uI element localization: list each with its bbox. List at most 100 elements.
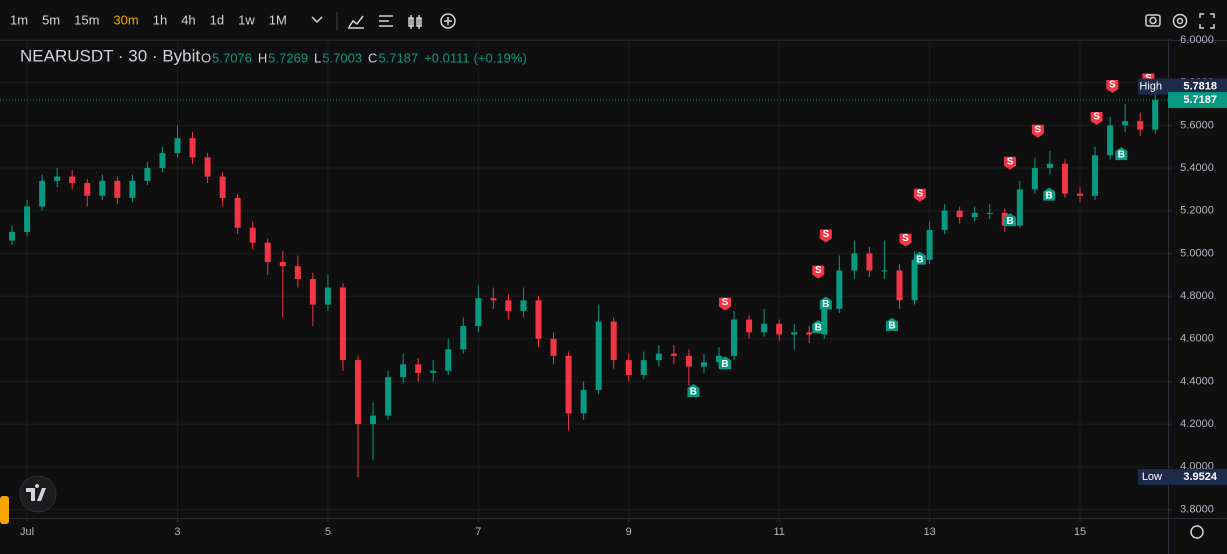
- signal-label: B: [916, 254, 923, 265]
- settings-button[interactable]: [1172, 13, 1188, 29]
- candle-body: [309, 279, 316, 305]
- candle-body: [791, 332, 798, 335]
- candle-body: [1122, 121, 1129, 126]
- signal-marker: B: [819, 296, 832, 310]
- candle-body: [731, 319, 738, 356]
- ohlc-value: 5.7076: [212, 50, 252, 65]
- signal-marker: B: [1115, 147, 1128, 161]
- settings-center: [1176, 17, 1184, 25]
- low-marker-key: Low: [1142, 471, 1162, 483]
- candle-body: [1031, 168, 1038, 190]
- logo[interactable]: [19, 475, 57, 513]
- high-marker-box: [1138, 78, 1227, 95]
- candle-body: [1061, 163, 1068, 194]
- low-marker-value: 3.9524: [1183, 471, 1218, 483]
- signal-badge: [1043, 187, 1056, 201]
- candle-body: [1092, 155, 1099, 196]
- fullscreen-button[interactable]: [1199, 13, 1215, 29]
- price-change: +0.0111: [424, 50, 469, 65]
- signal-marker: B: [1043, 187, 1056, 201]
- ohlc-value: 5.7269: [268, 50, 308, 65]
- signal-badge: [913, 251, 926, 265]
- signal-badge: [1115, 147, 1128, 161]
- candle-body: [24, 206, 31, 233]
- candle-body: [941, 210, 948, 230]
- signal-badge: [687, 383, 700, 397]
- signal-label: B: [1046, 190, 1053, 201]
- interval-button[interactable]: 30m: [113, 12, 138, 27]
- candle-body: [159, 153, 166, 169]
- signal-label: S: [722, 297, 729, 308]
- interval-button[interactable]: 5m: [42, 12, 60, 27]
- candle-body: [1137, 121, 1144, 130]
- last-price-label: 5.7187: [1183, 94, 1217, 106]
- last-price-box: [1168, 92, 1227, 109]
- candle-body: [219, 176, 226, 198]
- signal-marker: B: [1004, 213, 1017, 227]
- candle-body: [445, 349, 452, 371]
- candle-body: [911, 259, 918, 301]
- x-tick-label: 3: [174, 526, 180, 538]
- signal-label: S: [1035, 124, 1042, 135]
- candle-body: [640, 360, 647, 376]
- interval-button[interactable]: 1d: [210, 12, 224, 27]
- candle-body: [294, 266, 301, 279]
- signal-badge: [913, 188, 926, 202]
- candle-body: [806, 332, 813, 335]
- side-panel-toggle[interactable]: [0, 496, 9, 524]
- high-marker-value: 5.7818: [1183, 80, 1217, 92]
- x-tick-label: 15: [1074, 526, 1086, 538]
- candle-body: [1046, 163, 1053, 169]
- signal-marker: S: [1106, 80, 1119, 93]
- ohlc-key: L: [314, 50, 321, 65]
- candle-body: [655, 353, 662, 361]
- signal-badge: [719, 356, 732, 370]
- signal-label: B: [815, 323, 822, 334]
- candle-body: [189, 138, 196, 158]
- x-tick-label: 11: [773, 526, 784, 538]
- x-tick-label: 13: [923, 526, 935, 538]
- add-button[interactable]: [440, 13, 456, 29]
- candle-body: [1107, 125, 1114, 156]
- snapshot-button[interactable]: [1145, 14, 1161, 27]
- templates-button[interactable]: [379, 15, 393, 27]
- signal-marker: S: [1031, 124, 1044, 138]
- candle-body: [9, 232, 16, 241]
- y-tick-label: 4.2000: [1180, 418, 1214, 430]
- candle-body: [69, 176, 76, 183]
- logo-mark: [26, 484, 46, 501]
- signal-marker: S: [899, 233, 912, 247]
- signal-label: S: [1007, 156, 1014, 167]
- y-tick-label: 5.4000: [1180, 162, 1214, 174]
- indicators-button[interactable]: [348, 15, 364, 29]
- candle-body: [881, 270, 888, 272]
- interval-button[interactable]: 15m: [74, 12, 99, 27]
- interval-button[interactable]: 1h: [153, 12, 167, 27]
- candle-body: [580, 389, 587, 414]
- high-marker-key: High: [1139, 80, 1162, 92]
- candle-body: [54, 176, 61, 181]
- signal-badge: [1090, 111, 1103, 125]
- ohlc-key: H: [258, 50, 267, 65]
- y-tick-label: 4.6000: [1180, 333, 1214, 345]
- candle-body: [249, 227, 256, 243]
- interval-dropdown[interactable]: [311, 16, 323, 24]
- candle-body: [776, 323, 783, 335]
- interval-button[interactable]: 1m: [10, 12, 28, 27]
- ohlc-key: C: [368, 50, 377, 65]
- candle-body: [475, 298, 482, 326]
- chart-type-button[interactable]: [408, 15, 422, 29]
- interval-button[interactable]: 1M: [269, 12, 287, 27]
- y-tick-label: 3.8000: [1180, 503, 1214, 515]
- candle-body: [535, 300, 542, 339]
- time-settings-button[interactable]: [1190, 525, 1204, 539]
- signal-marker: S: [1090, 111, 1103, 125]
- signal-label: B: [721, 359, 728, 370]
- signal-label: S: [822, 229, 829, 240]
- price-change: (+0.19%): [474, 50, 527, 65]
- candle-body: [520, 300, 527, 312]
- interval-button[interactable]: 1w: [238, 12, 255, 27]
- candle-body: [490, 298, 497, 301]
- candle-body: [761, 323, 768, 333]
- interval-button[interactable]: 4h: [181, 12, 195, 27]
